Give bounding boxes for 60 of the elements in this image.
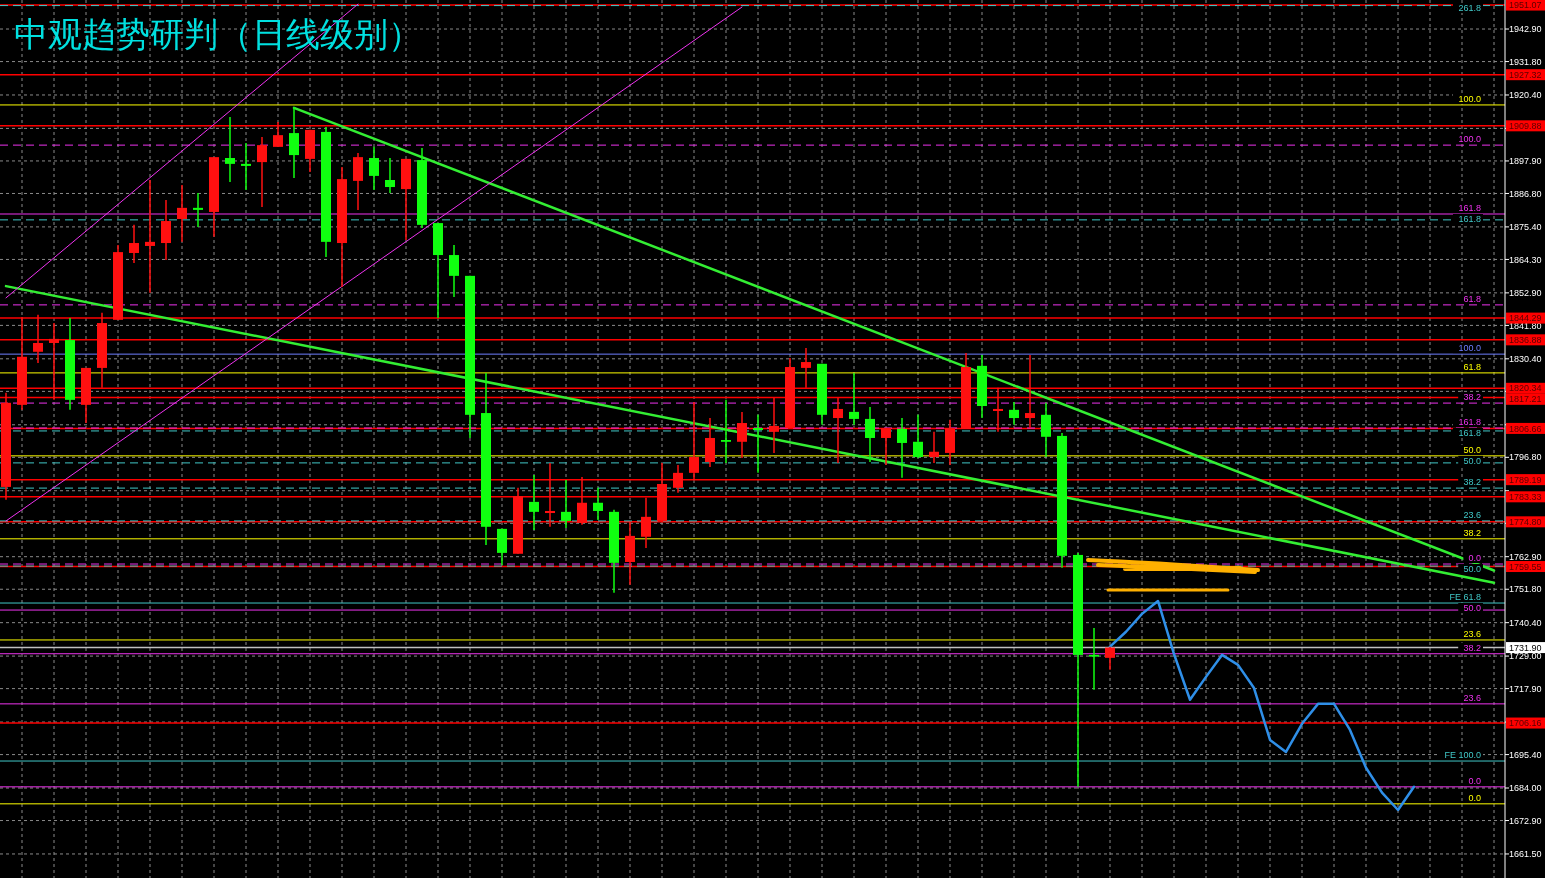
y-tick-label: 1852.90 (1509, 288, 1542, 299)
ref-line-label: 1817.21 (1509, 394, 1542, 405)
ref-line-label: 1706.16 (1509, 718, 1542, 729)
y-tick-label: 1864.30 (1509, 254, 1542, 265)
ref-line-label: 1806.66 (1509, 423, 1542, 434)
annotation: 23.6 (1463, 510, 1481, 521)
annotation: FE 61.8 (1449, 592, 1481, 603)
annotation: 61.8 (1463, 294, 1481, 305)
y-tick-label: 1875.40 (1509, 222, 1542, 233)
y-tick-label: 1684.00 (1509, 783, 1542, 794)
annotation: 38.2 (1463, 642, 1481, 653)
ref-line-label: 1774.80 (1509, 516, 1542, 527)
y-tick-label: 1762.90 (1509, 551, 1542, 562)
y-tick-label: 1717.90 (1509, 683, 1542, 694)
y-tick-label: 1695.40 (1509, 749, 1542, 760)
annotation: 161.8 (1458, 203, 1481, 214)
y-tick-label: 1672.90 (1509, 815, 1542, 826)
y-tick-label: 1942.90 (1509, 24, 1542, 35)
ref-line-label: 1844.29 (1509, 313, 1542, 324)
ref-line-label: 1820.34 (1509, 383, 1542, 394)
annotation: 38.2 (1463, 527, 1481, 538)
annotation: 0.0 (1468, 792, 1481, 803)
y-tick-label: 1796.80 (1509, 452, 1542, 463)
ref-line-label: 1783.33 (1509, 491, 1542, 502)
annotation: 23.6 (1463, 629, 1481, 640)
ref-line-label: 1836.88 (1509, 334, 1542, 345)
ref-line-label: 1951.07 (1509, 0, 1542, 11)
annotation: 261.8 (1458, 3, 1481, 14)
annotation: 161.8 (1458, 428, 1481, 439)
annotation: 38.2 (1463, 477, 1481, 488)
y-tick-label: 1920.40 (1509, 90, 1542, 101)
text: 中观趋势研判（日线级别） (14, 14, 422, 54)
annotation: 0.0 (1468, 775, 1481, 786)
y-tick-label: 1886.80 (1509, 188, 1542, 199)
annotation: 161.8 (1458, 417, 1481, 428)
ref-line-label: 1909.88 (1509, 120, 1542, 131)
ref-line-label: 1927.32 (1509, 69, 1542, 80)
y-tick-label: 1729.00 (1509, 651, 1542, 662)
annotation: 50.0 (1463, 445, 1481, 456)
annotation: 61.8 (1463, 362, 1481, 373)
y-tick-label: 1931.80 (1509, 56, 1542, 67)
annotation: 161.8 (1458, 214, 1481, 225)
annotation: 50.0 (1463, 564, 1481, 575)
annotation: 50.0 (1463, 456, 1481, 467)
annotation: FE 100.0 (1444, 750, 1481, 761)
y-tick-label: 1661.50 (1509, 849, 1542, 860)
ref-line-label: 1789.19 (1509, 474, 1542, 485)
ref-line-label: 1759.55 (1509, 561, 1542, 572)
annotation: 23.6 (1463, 693, 1481, 704)
annotation: 100.0 (1458, 343, 1481, 354)
y-tick-label: 1897.90 (1509, 156, 1542, 167)
y-tick-label: 1751.80 (1509, 584, 1542, 595)
annotation: 100.0 (1458, 94, 1481, 105)
annotation: 0.0 (1468, 553, 1481, 564)
annotation: 38.2 (1463, 392, 1481, 403)
annotation: 100.0 (1458, 134, 1481, 145)
y-tick-label: 1830.40 (1509, 353, 1542, 364)
annotation: 50.0 (1463, 603, 1481, 614)
ref-line-label: 1731.90 (1509, 642, 1542, 653)
y-tick-label: 1740.40 (1509, 617, 1542, 628)
